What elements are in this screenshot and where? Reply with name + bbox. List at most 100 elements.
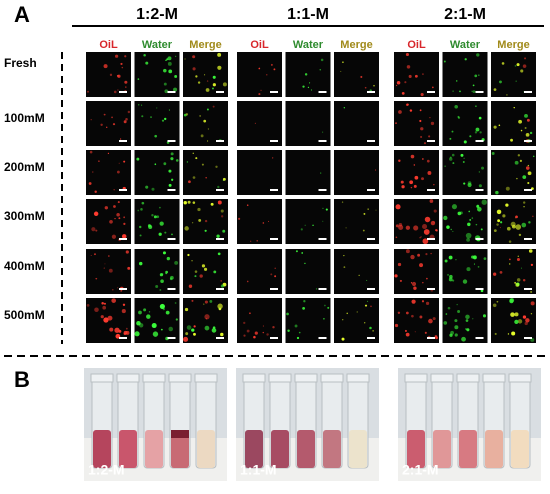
- droplet: [159, 206, 161, 209]
- droplet: [395, 204, 401, 210]
- droplet: [195, 157, 198, 160]
- droplet: [217, 303, 223, 309]
- droplet: [215, 165, 218, 168]
- droplet: [168, 326, 174, 332]
- droplet: [90, 119, 92, 121]
- droplet: [515, 215, 518, 219]
- droplet: [422, 281, 424, 284]
- droplet: [221, 215, 224, 218]
- droplet: [429, 116, 431, 119]
- droplet: [524, 57, 527, 60]
- droplet: [443, 215, 448, 221]
- scale-bar: [270, 337, 278, 339]
- droplet: [192, 201, 196, 204]
- droplet: [118, 162, 120, 164]
- droplet: [114, 327, 120, 333]
- droplet: [254, 331, 258, 335]
- droplet: [523, 201, 526, 204]
- droplet: [175, 318, 178, 321]
- droplet: [272, 157, 274, 159]
- droplet: [170, 152, 174, 156]
- scale-bar: [367, 140, 375, 142]
- droplet: [366, 300, 369, 302]
- micrograph: [334, 52, 379, 97]
- droplet: [150, 116, 152, 118]
- droplet: [510, 312, 515, 317]
- micrograph: [334, 199, 379, 244]
- droplet: [303, 300, 306, 303]
- droplet: [141, 104, 143, 106]
- droplet: [206, 318, 208, 320]
- droplet: [287, 329, 290, 332]
- droplet: [127, 110, 131, 114]
- droplet: [394, 274, 398, 278]
- droplet: [171, 233, 173, 236]
- droplet: [204, 325, 210, 331]
- droplet: [457, 310, 461, 314]
- droplet: [117, 201, 120, 204]
- droplet: [173, 87, 178, 92]
- droplet: [475, 127, 480, 132]
- droplet: [217, 185, 220, 189]
- scale-bar: [119, 189, 127, 191]
- row-label: 500mM: [4, 308, 45, 322]
- micrograph: [183, 101, 228, 146]
- tube-cap: [404, 373, 428, 383]
- droplet: [192, 152, 194, 155]
- droplet: [262, 222, 265, 224]
- droplet: [532, 215, 534, 218]
- droplet: [450, 330, 454, 335]
- scale-bar: [119, 337, 127, 339]
- droplet: [124, 80, 128, 84]
- droplet: [203, 119, 207, 123]
- droplet: [123, 160, 126, 163]
- micrograph: [237, 199, 282, 244]
- droplet: [409, 109, 413, 112]
- droplet: [496, 300, 499, 303]
- droplet: [249, 312, 251, 315]
- emulsion: [349, 430, 367, 468]
- droplet: [516, 257, 520, 261]
- droplet: [461, 336, 466, 342]
- panel-label: A: [14, 2, 30, 27]
- scale-bar: [524, 337, 532, 339]
- panel-label: B: [14, 367, 30, 392]
- droplet: [370, 305, 372, 308]
- droplet: [363, 212, 366, 215]
- scale-bar: [167, 238, 176, 240]
- droplet: [322, 207, 324, 210]
- droplet: [152, 331, 159, 337]
- droplet: [164, 231, 167, 234]
- droplet: [100, 123, 103, 126]
- droplet: [496, 223, 499, 226]
- droplet: [462, 279, 468, 284]
- droplet: [165, 270, 169, 274]
- droplet: [475, 105, 477, 107]
- droplet: [342, 319, 344, 321]
- droplet: [141, 115, 144, 118]
- micrograph: [442, 298, 488, 343]
- droplet: [343, 255, 345, 257]
- scale-bar: [119, 91, 127, 93]
- scale-bar: [427, 91, 435, 93]
- droplet: [462, 161, 465, 164]
- droplet: [480, 228, 483, 231]
- droplet: [452, 162, 455, 165]
- droplet: [200, 134, 204, 138]
- micrograph: [237, 298, 282, 343]
- scale-bar: [367, 337, 375, 339]
- droplet: [398, 159, 401, 162]
- droplet: [139, 323, 144, 328]
- droplet: [152, 325, 154, 327]
- row-label: 400mM: [4, 259, 45, 273]
- droplet: [146, 314, 151, 319]
- micrograph: [442, 199, 488, 244]
- droplet: [220, 332, 224, 337]
- droplet: [167, 61, 172, 66]
- droplet: [322, 131, 324, 133]
- droplet: [509, 297, 515, 303]
- scale-bar: [167, 140, 176, 142]
- droplet: [454, 105, 458, 109]
- droplet: [450, 228, 452, 231]
- droplet: [238, 217, 241, 220]
